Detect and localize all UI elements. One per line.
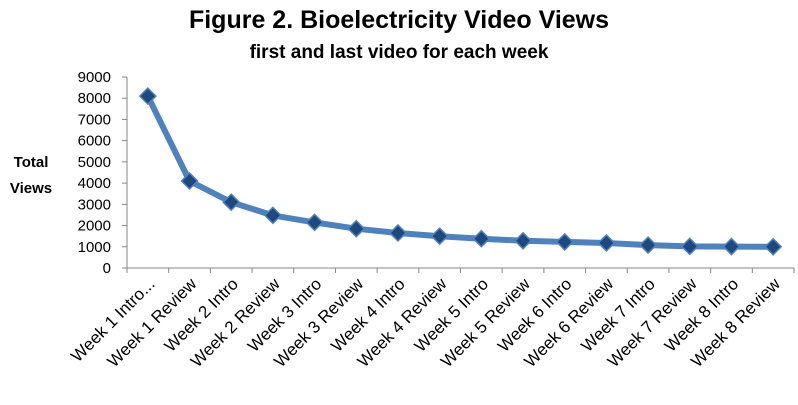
axes: [122, 76, 795, 273]
data-point-marker: [263, 206, 282, 225]
data-point-marker: [472, 229, 491, 248]
data-point-marker: [597, 233, 616, 253]
data-point-marker: [764, 237, 783, 256]
data-point-marker: [722, 237, 741, 256]
y-tick-label: 6000: [78, 133, 111, 150]
data-point-marker: [430, 227, 449, 246]
y-tick-label: 0: [103, 260, 111, 277]
data-point-marker: [555, 232, 574, 251]
data-point-marker: [513, 231, 533, 250]
chart-subtitle: first and last video for each week: [250, 42, 549, 63]
y-tick-label: 1000: [78, 239, 111, 256]
data-point-marker: [180, 171, 199, 191]
data-point-marker: [138, 87, 157, 106]
y-tick-label: 2000: [78, 218, 111, 235]
chart-title: Figure 2. Bioelectricity Video Views: [189, 6, 609, 34]
y-tick-label: 3000: [78, 196, 111, 213]
data-point-marker: [222, 193, 241, 212]
y-axis-label-line-2: Views: [10, 180, 52, 197]
y-tick-label: 4000: [78, 175, 111, 192]
data-point-marker: [639, 236, 658, 255]
series-line: [144, 93, 777, 250]
data-point-marker: [305, 213, 324, 232]
y-tick-label: 7000: [78, 111, 111, 128]
data-point-marker: [680, 237, 699, 256]
data-point-marker: [388, 223, 408, 243]
y-tick-label: 8000: [78, 90, 111, 107]
y-axis-label-line-1: Total: [14, 154, 49, 171]
y-tick-labels: 0 1000 2000 3000 4000 5000 6000 7000 8000 9000: [78, 69, 111, 277]
data-point-marker: [347, 219, 366, 238]
y-tick-label: 5000: [78, 154, 111, 171]
series-group: [138, 87, 783, 256]
y-tick-label: 9000: [78, 69, 111, 86]
